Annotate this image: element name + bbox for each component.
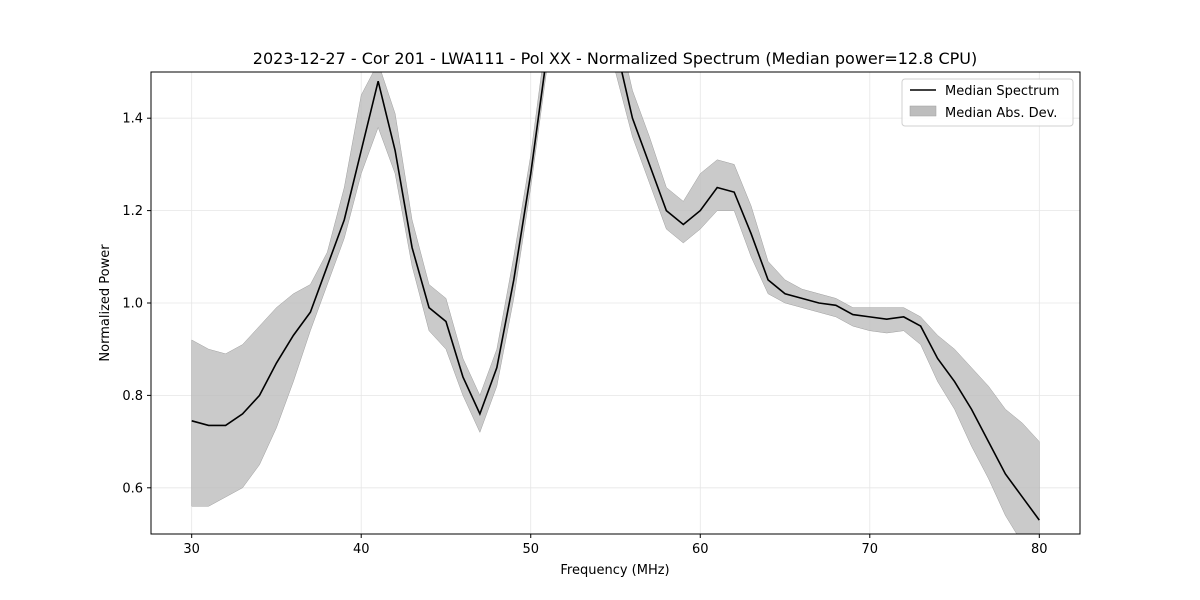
x-tick-label: 60 [692, 542, 709, 557]
x-tick-label: 50 [522, 542, 539, 557]
y-axis-ticks: 0.6 0.8 1.0 1.2 1.4 [122, 112, 151, 496]
x-tick-label: 70 [862, 542, 879, 557]
x-tick-label: 80 [1031, 542, 1048, 557]
legend: Median Spectrum Median Abs. Dev. [901, 78, 1074, 127]
x-axis-ticks: 30 40 50 60 70 80 [183, 534, 1048, 557]
legend-band-swatch [909, 105, 937, 117]
legend-label-median-abs-dev: Median Abs. Dev. [945, 106, 1057, 121]
chart-title: 2023-12-27 - Cor 201 - LWA111 - Pol XX -… [253, 49, 977, 68]
y-axis-label: Normalized Power [98, 244, 113, 362]
median-spectrum-line [191, 72, 1040, 521]
y-tick-label: 1.0 [122, 297, 143, 312]
legend-box [901, 78, 1074, 127]
y-tick-label: 0.8 [122, 389, 143, 404]
y-tick-label: 1.4 [122, 112, 143, 127]
x-axis-label: Frequency (MHz) [560, 563, 669, 578]
y-tick-label: 1.2 [122, 204, 143, 219]
y-tick-label: 0.6 [122, 481, 143, 496]
median-abs-dev-band [191, 72, 1040, 534]
x-tick-label: 30 [183, 542, 200, 557]
legend-label-median-spectrum: Median Spectrum [945, 84, 1059, 99]
x-tick-label: 40 [353, 542, 370, 557]
